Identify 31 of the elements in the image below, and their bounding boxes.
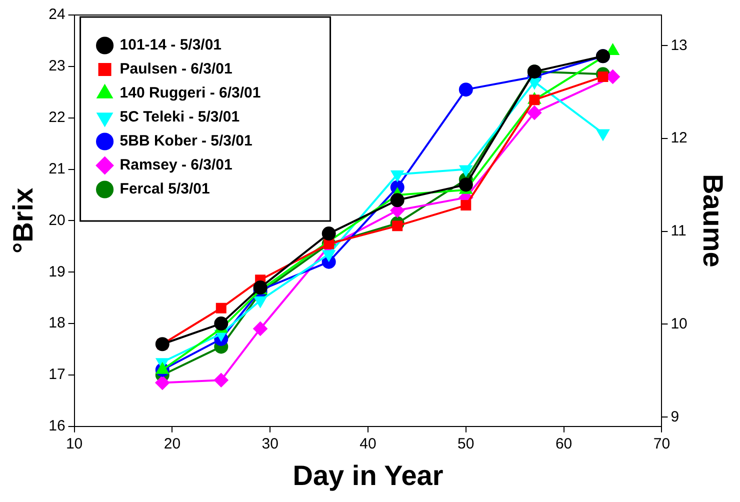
x-axis-title: Day in Year [292,460,444,491]
x-tick-label: 60 [555,436,572,453]
legend-label: Ramsey - 6/3/01 [120,156,232,174]
y-tick-label: 18 [48,314,66,332]
y-axis-title: °Brix [8,187,39,254]
x-tick-label: 50 [458,436,474,453]
y2-axis-title: Baume [697,174,728,268]
legend-label: 5C Teleki - 5/3/01 [120,108,240,126]
y-tick-label: 21 [48,160,66,178]
y-tick-label: 23 [48,58,66,75]
x-tick-label: 70 [653,436,670,453]
legend-label: Paulsen - 6/3/01 [120,60,232,78]
y-tick-label: 22 [48,108,66,126]
legend-label: 140 Ruggeri - 6/3/01 [120,84,261,102]
legend-label: 101-14 - 5/3/01 [120,36,222,54]
y2-tick-label: 13 [670,36,688,54]
y-tick-label: 17 [48,366,66,384]
y-tick-label: 19 [48,263,66,280]
x-tick-label: 40 [360,436,376,453]
y-tick-label: 24 [48,6,66,24]
y2-tick-label: 9 [670,408,680,426]
y-tick-label: 16 [48,418,66,435]
x-tick-label: 10 [66,436,83,453]
legend-label: Fercal 5/3/01 [120,180,210,198]
y2-tick-label: 11 [670,222,686,240]
legend-label: 5BB Kober - 5/3/01 [120,132,252,150]
y2-tick-label: 10 [670,315,688,332]
x-tick-label: 20 [164,436,181,453]
y-tick-label: 20 [48,212,66,229]
x-tick-label: 30 [262,436,278,453]
y2-tick-label: 12 [670,130,688,147]
